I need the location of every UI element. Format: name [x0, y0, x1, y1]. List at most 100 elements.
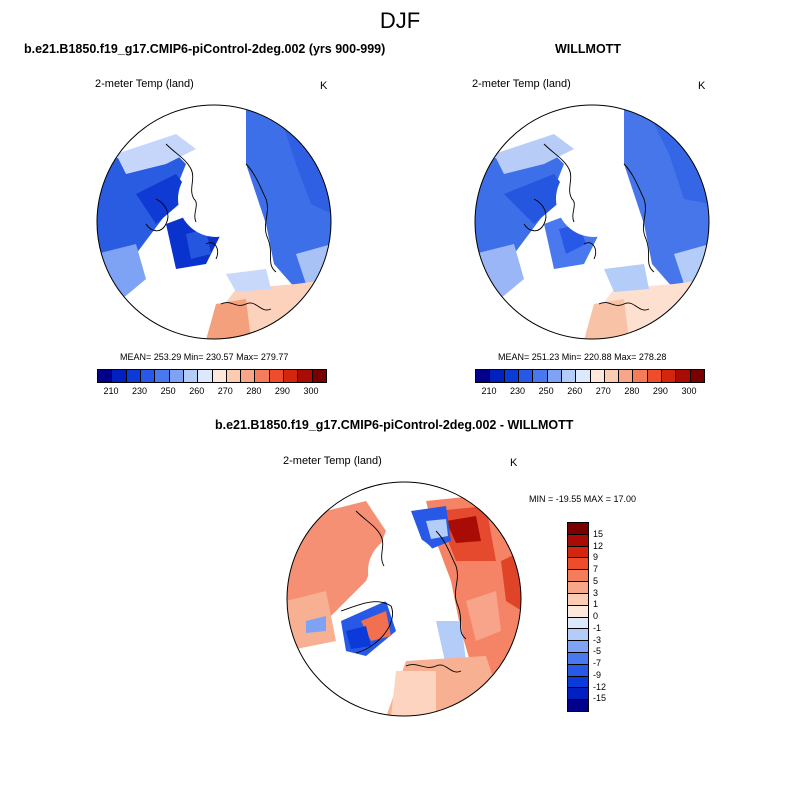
colorbar-tick-label: 0 [593, 611, 599, 621]
colorbar-swatch [568, 582, 588, 594]
left-panel-title: b.e21.B1850.f19_g17.CMIP6-piControl-2deg… [24, 42, 386, 56]
colorbar-tick-label: -7 [593, 658, 602, 668]
colorbar-tick-label: 250 [160, 386, 176, 396]
colorbar-swatch [690, 370, 704, 382]
colorbar-tick-label: 7 [593, 564, 599, 574]
colorbar-swatch [568, 641, 588, 653]
right-colorbar [475, 369, 705, 383]
colorbar-tick-label: -3 [593, 634, 602, 645]
colorbar-tick-label: 12 [593, 540, 604, 551]
colorbar-tick-label: 270 [217, 386, 233, 396]
colorbar-swatch [676, 370, 691, 382]
colorbar-swatch [298, 370, 313, 382]
diff-variable-label: 2-meter Temp (land) [283, 455, 382, 467]
colorbar-tick-label: 300 [303, 386, 319, 396]
colorbar-swatch [568, 570, 588, 583]
colorbar-tick-label: 280 [624, 386, 640, 396]
left-polar-map [96, 104, 332, 340]
colorbar-tick-label: 300 [681, 386, 697, 396]
colorbar-swatch [255, 370, 270, 382]
colorbar-tick-label: 3 [593, 587, 599, 598]
colorbar-swatch [284, 370, 299, 382]
left-colorbar-labels: 210 230 250 260 270 280 290 300 [97, 386, 325, 398]
colorbar-swatch [212, 370, 227, 382]
colorbar-swatch [568, 652, 588, 665]
left-colorbar [97, 369, 327, 383]
colorbar-tick-label: 210 [103, 386, 119, 396]
colorbar-tick-label: 260 [189, 386, 205, 396]
colorbar-swatch [561, 370, 577, 382]
right-colorbar-labels: 210 230 250 260 270 280 290 300 [475, 386, 703, 398]
colorbar-swatch [568, 534, 588, 547]
colorbar-swatch [590, 370, 605, 382]
colorbar-tick-label: 15 [593, 528, 604, 539]
colorbar-tick-label: 210 [481, 386, 497, 396]
colorbar-tick-label: 290 [652, 386, 668, 396]
colorbar-swatch [126, 370, 141, 382]
colorbar-tick-label: 270 [595, 386, 611, 396]
left-stats: MEAN= 253.29 Min= 230.57 Max= 279.77 [120, 352, 289, 362]
colorbar-swatch [547, 370, 562, 382]
right-panel-title: WILLMOTT [555, 42, 621, 56]
colorbar-swatch [576, 370, 591, 382]
colorbar-swatch [312, 370, 326, 382]
colorbar-swatch [490, 370, 505, 382]
colorbar-swatch [169, 370, 184, 382]
colorbar-tick-label: -1 [593, 622, 602, 633]
colorbar-swatch [476, 370, 491, 382]
figure-title: DJF [379, 8, 421, 33]
colorbar-swatch [568, 617, 588, 630]
right-units-label: K [698, 80, 706, 92]
colorbar-swatch [140, 370, 156, 382]
diff-polar-map [286, 481, 522, 717]
diff-colorbar [567, 522, 589, 712]
colorbar-swatch [112, 370, 127, 382]
diff-stats: MIN = -19.55 MAX = 17.00 [529, 494, 637, 504]
colorbar-swatch [504, 370, 519, 382]
colorbar-tick-label: 230 [510, 386, 526, 396]
colorbar-swatch [533, 370, 548, 382]
colorbar-swatch [568, 523, 588, 535]
colorbar-tick-label: -9 [593, 669, 602, 680]
colorbar-swatch [568, 676, 588, 689]
colorbar-tick-label: 9 [593, 552, 599, 563]
colorbar-swatch [633, 370, 648, 382]
colorbar-swatch [226, 370, 242, 382]
colorbar-tick-label: 5 [593, 575, 599, 586]
colorbar-tick-label: -15 [593, 693, 607, 704]
colorbar-tick-label: 290 [274, 386, 290, 396]
left-variable-label: 2-meter Temp (land) [95, 78, 194, 90]
colorbar-swatch [568, 664, 588, 677]
colorbar-swatch [269, 370, 285, 382]
colorbar-swatch [662, 370, 677, 382]
colorbar-swatch [568, 558, 588, 571]
right-polar-map [474, 104, 710, 340]
colorbar-swatch [647, 370, 663, 382]
right-variable-label: 2-meter Temp (land) [472, 78, 571, 90]
colorbar-swatch [568, 605, 588, 618]
colorbar-swatch [198, 370, 213, 382]
colorbar-swatch [98, 370, 113, 382]
left-units-label: K [320, 80, 328, 92]
colorbar-tick-label: 280 [246, 386, 262, 396]
colorbar-swatch [568, 546, 588, 559]
colorbar-tick-label: 1 [593, 599, 599, 610]
colorbar-tick-label: -12 [593, 681, 607, 692]
diff-units-label: K [510, 457, 518, 469]
diff-panel-title: b.e21.B1850.f19_g17.CMIP6-piControl-2deg… [215, 418, 574, 432]
colorbar-swatch [241, 370, 256, 382]
colorbar-swatch [183, 370, 199, 382]
colorbar-swatch [568, 700, 588, 711]
colorbar-swatch [568, 688, 588, 701]
colorbar-tick-label: 230 [132, 386, 148, 396]
colorbar-swatch [155, 370, 170, 382]
colorbar-tick-label: -5 [593, 646, 602, 657]
colorbar-swatch [518, 370, 534, 382]
colorbar-tick-label: 250 [538, 386, 554, 396]
colorbar-tick-label: 260 [567, 386, 583, 396]
right-stats: MEAN= 251.23 Min= 220.88 Max= 278.28 [498, 352, 667, 362]
colorbar-swatch [568, 593, 588, 606]
colorbar-swatch [604, 370, 620, 382]
colorbar-swatch [568, 629, 588, 642]
diff-colorbar-labels: 15 12 9 7 5 3 1 0 -1 -3 -5 -7 -9 -12 -15 [593, 522, 623, 710]
